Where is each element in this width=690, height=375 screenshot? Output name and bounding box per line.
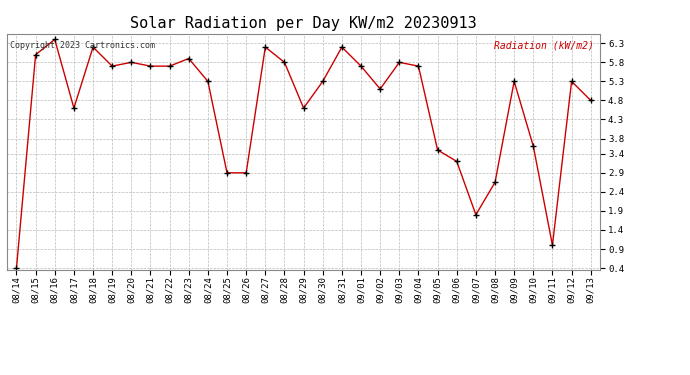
- Text: Copyright 2023 Cartronics.com: Copyright 2023 Cartronics.com: [10, 41, 155, 50]
- Title: Solar Radiation per Day KW/m2 20230913: Solar Radiation per Day KW/m2 20230913: [130, 16, 477, 31]
- Text: Radiation (kW/m2): Radiation (kW/m2): [495, 41, 594, 51]
